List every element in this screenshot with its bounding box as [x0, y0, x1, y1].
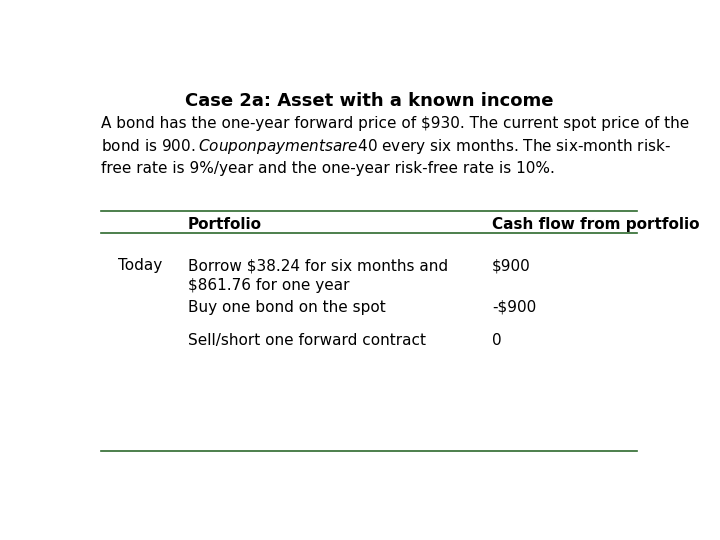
Text: Buy one bond on the spot: Buy one bond on the spot [188, 300, 385, 315]
Text: 0: 0 [492, 333, 501, 348]
Text: A bond has the one-year forward price of $930. The current spot price of the
bon: A bond has the one-year forward price of… [101, 116, 690, 176]
Text: Sell/short one forward contract: Sell/short one forward contract [188, 333, 426, 348]
Text: -$900: -$900 [492, 300, 536, 315]
Text: Case 2a: Asset with a known income: Case 2a: Asset with a known income [185, 92, 553, 110]
Text: Cash flow from portfolio: Cash flow from portfolio [492, 218, 699, 232]
Text: $900: $900 [492, 258, 531, 273]
Text: Today: Today [118, 258, 162, 273]
Text: Borrow $38.24 for six months and
$861.76 for one year: Borrow $38.24 for six months and $861.76… [188, 258, 448, 293]
Text: Portfolio: Portfolio [188, 218, 261, 232]
